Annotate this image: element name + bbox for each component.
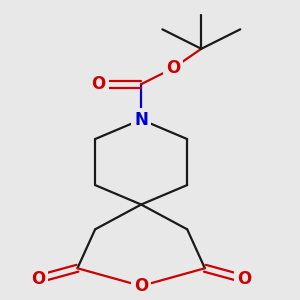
Text: O: O xyxy=(237,270,251,288)
Text: N: N xyxy=(134,111,148,129)
Text: O: O xyxy=(166,59,180,77)
Text: O: O xyxy=(32,270,46,288)
Text: O: O xyxy=(92,75,106,93)
Text: O: O xyxy=(134,277,148,295)
